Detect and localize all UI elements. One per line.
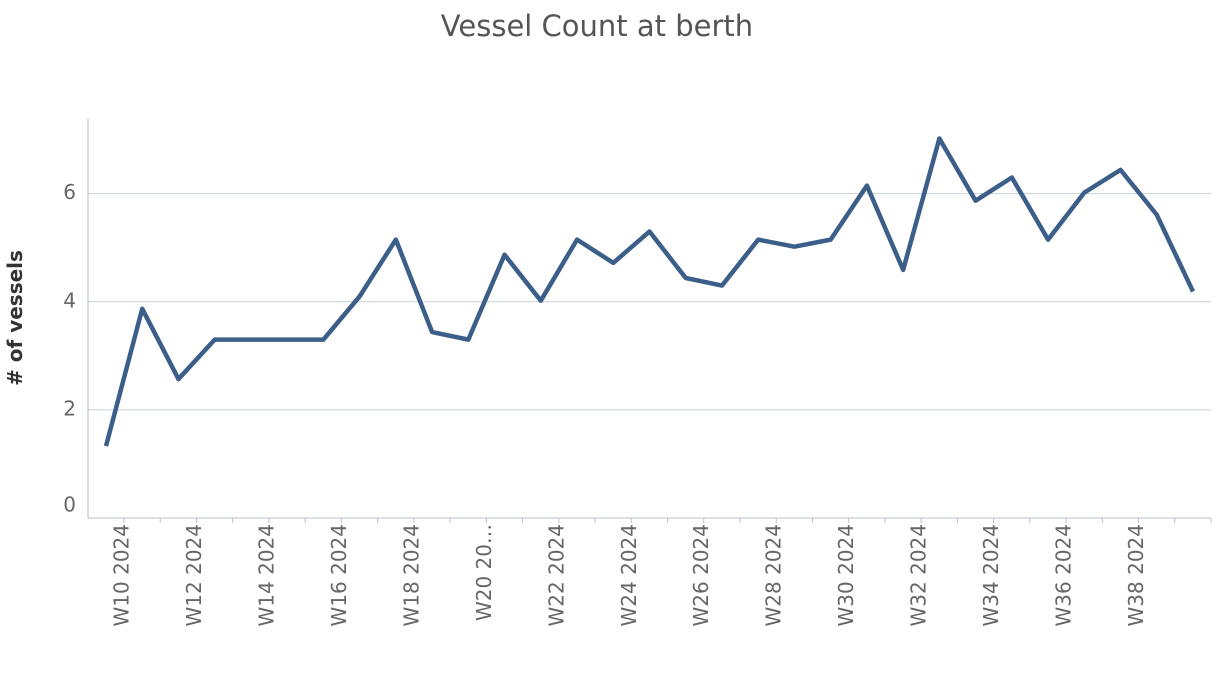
y-tick-label: 0 <box>63 493 76 517</box>
y-tick-label: 6 <box>63 180 76 204</box>
x-tick-label: W38 2024 <box>1124 524 1148 626</box>
x-tick-label: W14 2024 <box>254 524 278 626</box>
x-tick-label: W20 20… <box>472 524 496 621</box>
chart-title: Vessel Count at berth <box>441 9 753 43</box>
x-tick-label: W18 2024 <box>399 524 423 626</box>
line-series <box>103 136 1196 447</box>
y-tick-label: 2 <box>63 396 76 420</box>
x-tick-label: W22 2024 <box>544 524 568 626</box>
y-tick-label: 4 <box>63 288 76 312</box>
y-axis-label: # of vessels <box>3 250 27 386</box>
x-tick-label: W30 2024 <box>834 524 858 626</box>
x-tick-label: W36 2024 <box>1052 524 1076 626</box>
x-tick-label: W10 2024 <box>110 524 134 626</box>
x-tick-label: W12 2024 <box>182 524 206 626</box>
x-tick-label: W28 2024 <box>762 524 786 626</box>
x-tick-label: W32 2024 <box>907 524 931 626</box>
x-tick-label: W16 2024 <box>327 524 351 626</box>
x-tick-label: W24 2024 <box>617 524 641 626</box>
x-tick-label: W26 2024 <box>689 524 713 626</box>
x-tick-label: W34 2024 <box>979 524 1003 626</box>
